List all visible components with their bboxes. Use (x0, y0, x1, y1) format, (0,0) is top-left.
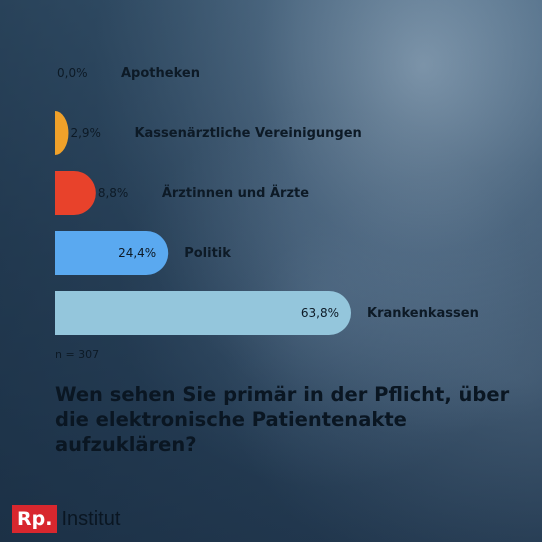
logo-text: Institut (61, 507, 121, 530)
bar-arztinnen-und-arzte (55, 171, 96, 215)
category-label-arztinnen-und-arzte: Ärztinnen und Ärzte (162, 185, 309, 201)
value-label-arztinnen-und-arzte: 8,8% (98, 186, 128, 200)
category-label-krankenkassen: Krankenkassen (367, 306, 479, 321)
value-label-krankenkassen: 63,8% (301, 306, 339, 320)
bar-kassenarztliche-vereinigungen (55, 111, 69, 155)
value-label-politik: 24,4% (118, 246, 156, 260)
bar-chart: 0,0% Apotheken 2,9% Kassenärztliche Vereini… (55, 66, 479, 335)
chart-title: Wen sehen Sie primär in der Pflicht, übe… (55, 383, 510, 456)
bar-krankenkassen (55, 291, 351, 335)
category-label-apotheken: Apotheken (121, 66, 200, 81)
rp-institut-logo: Rp. Institut (12, 505, 120, 533)
sample-size: n = 307 (55, 348, 100, 361)
category-label-politik: Politik (184, 246, 231, 261)
category-label-kassenarztliche-vereinigungen: Kassenärztliche Vereinigungen (134, 126, 361, 141)
logo-box: Rp. (12, 505, 58, 533)
value-label-apotheken: 0,0% (57, 66, 88, 80)
value-label-kassenarztliche-vereinigungen: 2,9% (70, 126, 101, 140)
bar-politik (55, 231, 169, 275)
